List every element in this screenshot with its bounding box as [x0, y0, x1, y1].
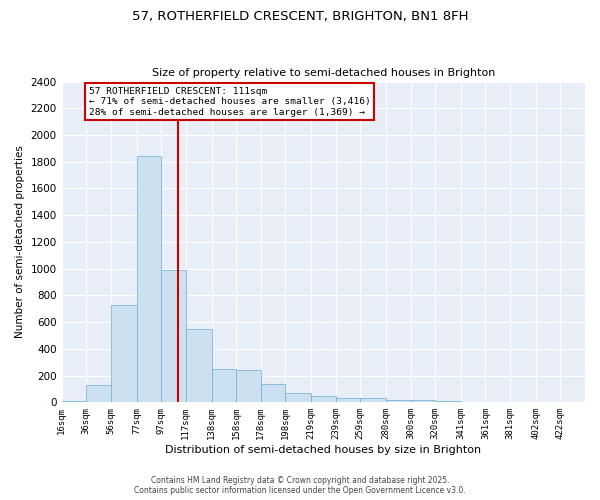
- Bar: [360, 398, 386, 402]
- Bar: [435, 401, 461, 402]
- Text: 57, ROTHERFIELD CRESCENT, BRIGHTON, BN1 8FH: 57, ROTHERFIELD CRESCENT, BRIGHTON, BN1 …: [132, 10, 468, 23]
- Bar: [260, 384, 285, 402]
- Bar: [212, 369, 236, 402]
- X-axis label: Distribution of semi-detached houses by size in Brighton: Distribution of semi-detached houses by …: [165, 445, 481, 455]
- Bar: [86, 385, 111, 402]
- Text: Contains HM Land Registry data © Crown copyright and database right 2025.
Contai: Contains HM Land Registry data © Crown c…: [134, 476, 466, 495]
- Bar: [410, 400, 435, 402]
- Bar: [311, 396, 335, 402]
- Bar: [236, 370, 260, 402]
- Bar: [386, 400, 410, 402]
- Bar: [161, 270, 186, 402]
- Bar: [186, 329, 212, 402]
- Y-axis label: Number of semi-detached properties: Number of semi-detached properties: [15, 146, 25, 338]
- Bar: [335, 398, 360, 402]
- Title: Size of property relative to semi-detached houses in Brighton: Size of property relative to semi-detach…: [152, 68, 495, 78]
- Bar: [285, 393, 311, 402]
- Bar: [111, 305, 137, 402]
- Text: 57 ROTHERFIELD CRESCENT: 111sqm
← 71% of semi-detached houses are smaller (3,416: 57 ROTHERFIELD CRESCENT: 111sqm ← 71% of…: [89, 87, 370, 117]
- Bar: [137, 156, 161, 402]
- Bar: [62, 401, 86, 402]
